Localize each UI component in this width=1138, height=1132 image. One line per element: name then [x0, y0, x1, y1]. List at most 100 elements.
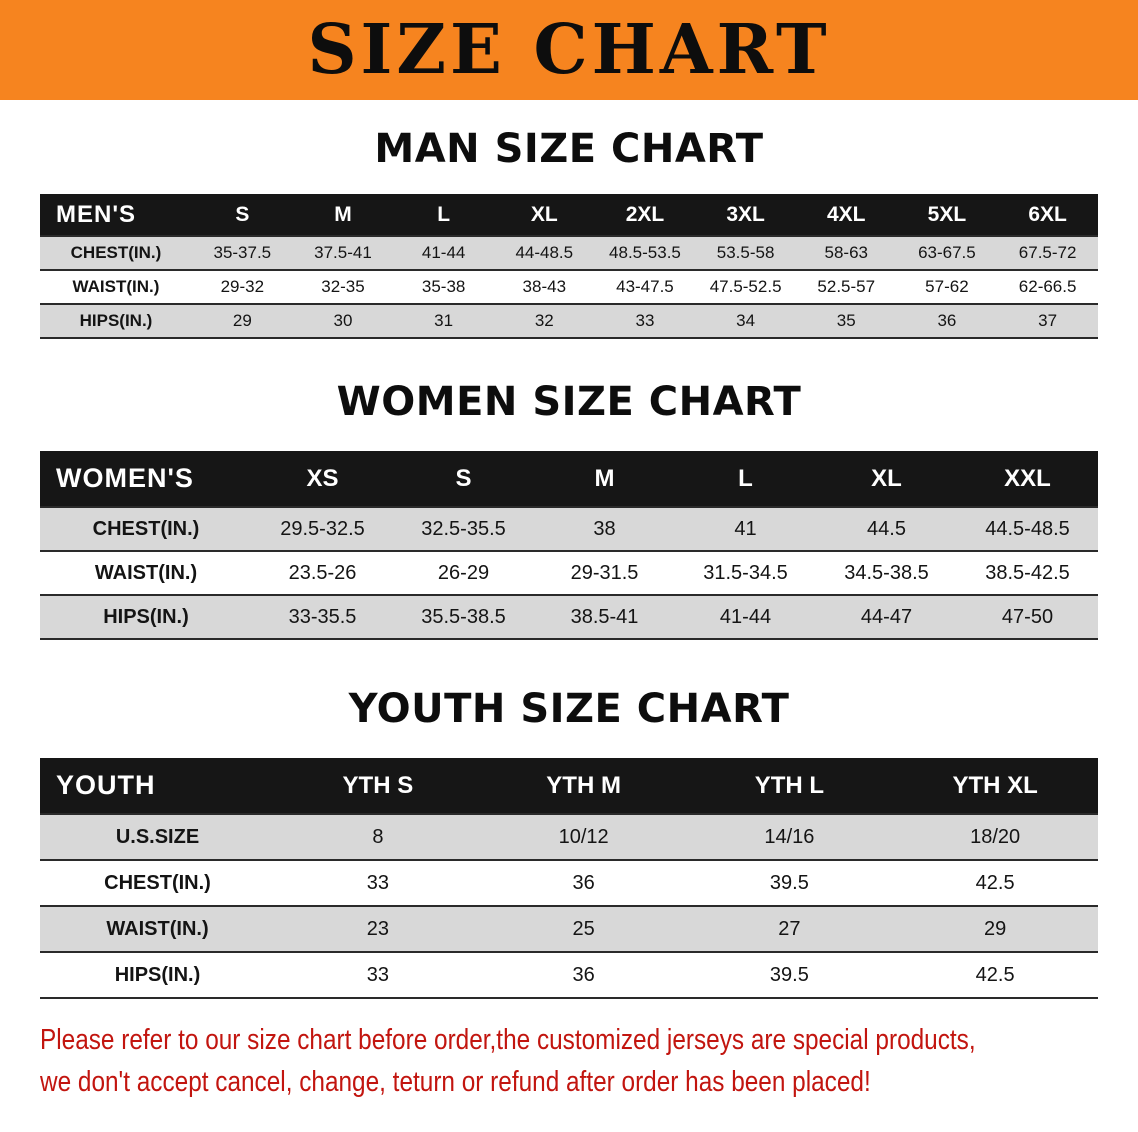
- page-title: SIZE CHART: [307, 10, 831, 90]
- value-cell: 29: [984, 917, 1007, 940]
- table-title-cell: WOMEN'S: [40, 451, 252, 507]
- value-cell: 53.5-58: [716, 243, 775, 262]
- table-title-cell: YOUTH: [40, 758, 275, 814]
- size-column-header: XL: [816, 451, 957, 507]
- row-label-cell: WAIST(IN.): [72, 277, 160, 296]
- value-cell: 44-48.5: [515, 243, 574, 262]
- value-cell: 48.5-53.5: [609, 243, 681, 262]
- value-cell: 41-44: [421, 243, 466, 262]
- value-cell: 36: [572, 871, 595, 894]
- value-cell: 52.5-57: [817, 277, 876, 296]
- table-title-cell: MEN'S: [40, 194, 192, 236]
- header-row: WOMEN'S XS S M L XL XXL: [40, 451, 1098, 507]
- size-column-header: YTH L: [686, 758, 893, 814]
- value-cell: 32-35: [321, 277, 365, 296]
- value-cell: 29-31.5: [570, 561, 639, 584]
- value-cell: 14/16: [764, 825, 815, 848]
- size-column-header: XS: [252, 451, 393, 507]
- value-cell: 62-66.5: [1018, 277, 1077, 296]
- measurement-row: CHEST(IN.) 29.5-32.5 32.5-35.5 38 41 44.5 44.5…: [40, 507, 1098, 551]
- row-label-cell: HIPS(IN.): [103, 605, 189, 628]
- value-cell: 23.5-26: [288, 561, 357, 584]
- value-cell: 29-32: [220, 277, 265, 296]
- value-cell: 26-29: [437, 561, 490, 584]
- value-cell: 31: [434, 311, 454, 330]
- value-cell: 35-38: [421, 277, 466, 296]
- size-column-header: 5XL: [896, 194, 998, 236]
- size-column-header: 4XL: [795, 194, 897, 236]
- size-column-header: 6XL: [997, 194, 1098, 236]
- value-cell: 32: [534, 311, 554, 330]
- value-cell: 41: [734, 517, 757, 540]
- size-column-header: YTH XL: [892, 758, 1098, 814]
- value-cell: 47-50: [1001, 605, 1054, 628]
- women-section-heading: WOMEN SIZE CHART: [336, 379, 802, 425]
- measurement-row: CHEST(IN.) 35-37.5 37.5-41 41-44 44-48.5 48.5…: [40, 236, 1098, 270]
- disclaimer: Please refer to our size chart before or…: [40, 1019, 1138, 1103]
- men-section-heading: MAN SIZE CHART: [374, 126, 764, 172]
- youth-section-heading: YOUTH SIZE CHART: [348, 686, 790, 732]
- value-cell: 38-43: [522, 277, 567, 296]
- value-cell: 38.5-41: [570, 605, 639, 628]
- value-cell: 35.5-38.5: [421, 605, 506, 628]
- value-cell: 44.5: [867, 517, 906, 540]
- measurement-row: HIPS(IN.) 29 30 31 32 33 34 35 36 37: [40, 304, 1098, 338]
- women-table-head: WOMEN'S XS S M L XL XXL: [40, 451, 1098, 507]
- size-column-header: S: [393, 451, 534, 507]
- value-cell: 8: [372, 825, 384, 848]
- value-cell: 57-62: [925, 277, 969, 296]
- size-column-header: L: [675, 451, 816, 507]
- value-cell: 58-63: [824, 243, 868, 262]
- size-column-header: 2XL: [594, 194, 696, 236]
- measurement-row: U.S.SIZE 8 10/12 14/16 18/20: [40, 814, 1098, 860]
- value-cell: 44.5-48.5: [985, 517, 1070, 540]
- value-cell: 35-37.5: [213, 243, 272, 262]
- size-column-header: XL: [493, 194, 595, 236]
- disclaimer-line-2: we don't accept cancel, change, teturn o…: [40, 1066, 871, 1099]
- size-column-header: L: [393, 194, 494, 236]
- value-cell: 41-44: [719, 605, 772, 628]
- value-cell: 36: [572, 963, 595, 986]
- row-label-cell: CHEST(IN.): [92, 517, 200, 540]
- measurement-row: CHEST(IN.) 33 36 39.5 42.5: [40, 860, 1098, 906]
- value-cell: 44-47: [860, 605, 913, 628]
- value-cell: 31.5-34.5: [703, 561, 788, 584]
- women-table-body: CHEST(IN.) 29.5-32.5 32.5-35.5 38 41 44.5 44.5…: [40, 507, 1098, 639]
- value-cell: 37.5-41: [314, 243, 372, 262]
- row-label-cell: CHEST(IN.): [104, 871, 211, 894]
- size-chart-banner: SIZE CHART: [0, 0, 1138, 100]
- row-label-cell: U.S.SIZE: [115, 825, 200, 848]
- value-cell: 47.5-52.5: [709, 277, 782, 296]
- value-cell: 33: [366, 871, 389, 894]
- row-label-cell: HIPS(IN.): [114, 963, 201, 986]
- value-cell: 37: [1038, 311, 1058, 330]
- value-cell: 23: [366, 917, 389, 940]
- value-cell: 38: [593, 517, 616, 540]
- value-cell: 29.5-32.5: [280, 517, 365, 540]
- measurement-row: WAIST(IN.) 29-32 32-35 35-38 38-43 43-47.5 47.…: [40, 270, 1098, 304]
- value-cell: 63-67.5: [918, 243, 976, 262]
- men-size-table: MEN'S S M L XL 2XL 3XL 4XL 5XL 6XL CHEST(IN.) 35-3…: [40, 194, 1098, 339]
- size-column-header: S: [192, 194, 293, 236]
- women-size-section: WOMEN SIZE CHART WOMEN'S XS S M L XL XXL CHEST…: [0, 379, 1138, 640]
- size-column-header: YTH M: [480, 758, 687, 814]
- youth-size-table: YOUTH YTH S YTH M YTH L YTH XL U.S.SIZE 8 10/1…: [40, 758, 1098, 999]
- value-cell: 32.5-35.5: [421, 517, 506, 540]
- value-cell: 34: [736, 311, 756, 330]
- value-cell: 10/12: [558, 825, 609, 848]
- value-cell: 29: [232, 311, 252, 330]
- men-table-body: CHEST(IN.) 35-37.5 37.5-41 41-44 44-48.5 48.5…: [40, 236, 1098, 338]
- value-cell: 43-47.5: [616, 277, 674, 296]
- value-cell: 25: [572, 917, 595, 940]
- value-cell: 34.5-38.5: [844, 561, 929, 584]
- header-row: MEN'S S M L XL 2XL 3XL 4XL 5XL 6XL: [40, 194, 1098, 236]
- value-cell: 33: [635, 311, 655, 330]
- value-cell: 35: [836, 311, 856, 330]
- measurement-row: WAIST(IN.) 23.5-26 26-29 29-31.5 31.5-34.5 34…: [40, 551, 1098, 595]
- disclaimer-line-1: Please refer to our size chart before or…: [40, 1024, 976, 1056]
- value-cell: 36: [937, 311, 957, 330]
- value-cell: 67.5-72: [1018, 243, 1077, 262]
- youth-size-section: YOUTH SIZE CHART YOUTH YTH S YTH M YTH L YTH…: [0, 686, 1138, 999]
- size-column-header: M: [292, 194, 394, 236]
- size-column-header: YTH S: [275, 758, 481, 814]
